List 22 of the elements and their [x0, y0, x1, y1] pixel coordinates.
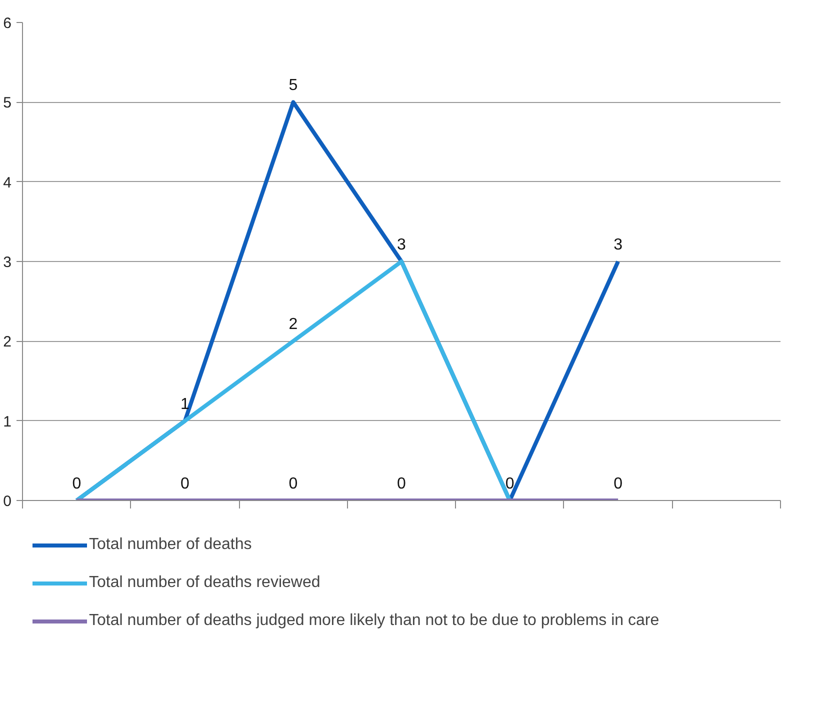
data-label: 2 [288, 316, 298, 334]
y-tick-label: 1 [3, 413, 12, 430]
y-tick-label: 0 [3, 493, 12, 510]
data-label: 0 [180, 476, 190, 492]
data-label: 1 [180, 396, 190, 413]
y-tick-label: 2 [3, 334, 12, 351]
legend-label: Total number of deaths [89, 536, 252, 554]
y-tick-label: 5 [3, 94, 12, 112]
data-label: 3 [614, 236, 623, 254]
y-tick-label: 6 [3, 15, 12, 32]
y-tick-label: 3 [3, 254, 12, 271]
data-label: 0 [72, 476, 82, 492]
data-label: 5 [288, 77, 298, 94]
legend-label: Total number of deaths reviewed [89, 574, 320, 592]
legend-label: Total number of deaths judged more likely than not to be due to problems in care [89, 612, 660, 630]
data-label: 0 [288, 476, 298, 492]
data-label: 0 [397, 476, 406, 492]
data-label: 0 [505, 476, 514, 492]
data-label: 3 [397, 236, 406, 254]
data-label: 0 [614, 476, 623, 492]
y-tick-label: 4 [3, 174, 12, 192]
line-series [74, 260, 512, 500]
